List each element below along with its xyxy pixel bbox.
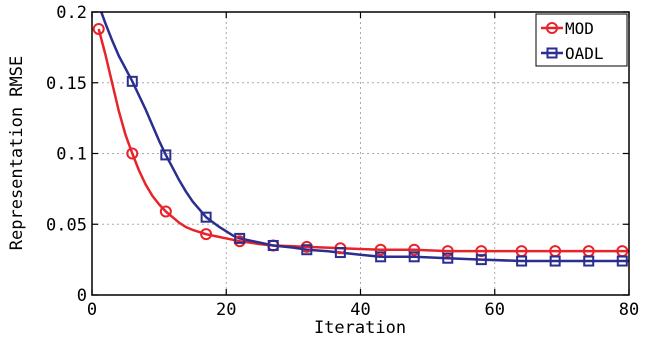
data-point-oadl (267, 239, 279, 251)
y-tick-label: 0.05 (46, 215, 87, 235)
data-point-mod (408, 243, 421, 256)
series-line-oadl (99, 12, 629, 263)
data-point-oadl (616, 255, 628, 267)
x-axis-label: Iteration (314, 318, 406, 338)
data-point-mod (475, 245, 488, 258)
y-tick-label: 0 (77, 286, 87, 306)
x-tick-label: 80 (619, 300, 639, 320)
x-tick-label: 60 (485, 300, 505, 320)
tick-labels: 0 20 40 60 80 0 0.05 0.1 0.15 0.2 (46, 3, 639, 320)
data-point-mod (159, 205, 172, 218)
legend-marker-oadl (546, 47, 558, 59)
data-point-oadl (126, 75, 138, 87)
data-point-oadl (375, 251, 387, 263)
data-point-oadl (334, 247, 346, 259)
y-axis-label: Representation RMSE (7, 56, 27, 250)
data-point-oadl (516, 255, 528, 267)
x-tick-label: 0 (87, 300, 97, 320)
axis-ticks (91, 11, 630, 296)
data-point-oadl (442, 252, 454, 264)
legend-label-oadl: OADL (565, 44, 604, 63)
data-point-oadl (200, 211, 212, 223)
data-point-mod (200, 228, 213, 241)
y-tick-label: 0.2 (56, 3, 87, 23)
data-point-oadl (549, 255, 561, 267)
x-tick-label: 20 (216, 300, 236, 320)
data-point-mod (92, 22, 105, 35)
legend-label-mod: MOD (565, 19, 594, 38)
series-line-mod (97, 28, 629, 253)
x-tick-label: 40 (350, 300, 370, 320)
legend-marker-mod (546, 22, 558, 34)
data-point-oadl (408, 251, 420, 263)
series-markers (92, 22, 629, 267)
data-point-oadl (234, 232, 246, 244)
legend: MOD OADL (535, 13, 628, 67)
data-point-oadl (583, 255, 595, 267)
y-tick-label: 0.15 (46, 74, 87, 94)
data-point-mod (441, 245, 454, 258)
data-point-mod (374, 243, 387, 256)
series-curves (97, 12, 629, 263)
data-point-oadl (301, 244, 313, 256)
data-point-oadl (475, 254, 487, 266)
y-tick-label: 0.1 (56, 145, 87, 165)
data-point-mod (126, 147, 139, 160)
data-point-oadl (160, 149, 172, 161)
